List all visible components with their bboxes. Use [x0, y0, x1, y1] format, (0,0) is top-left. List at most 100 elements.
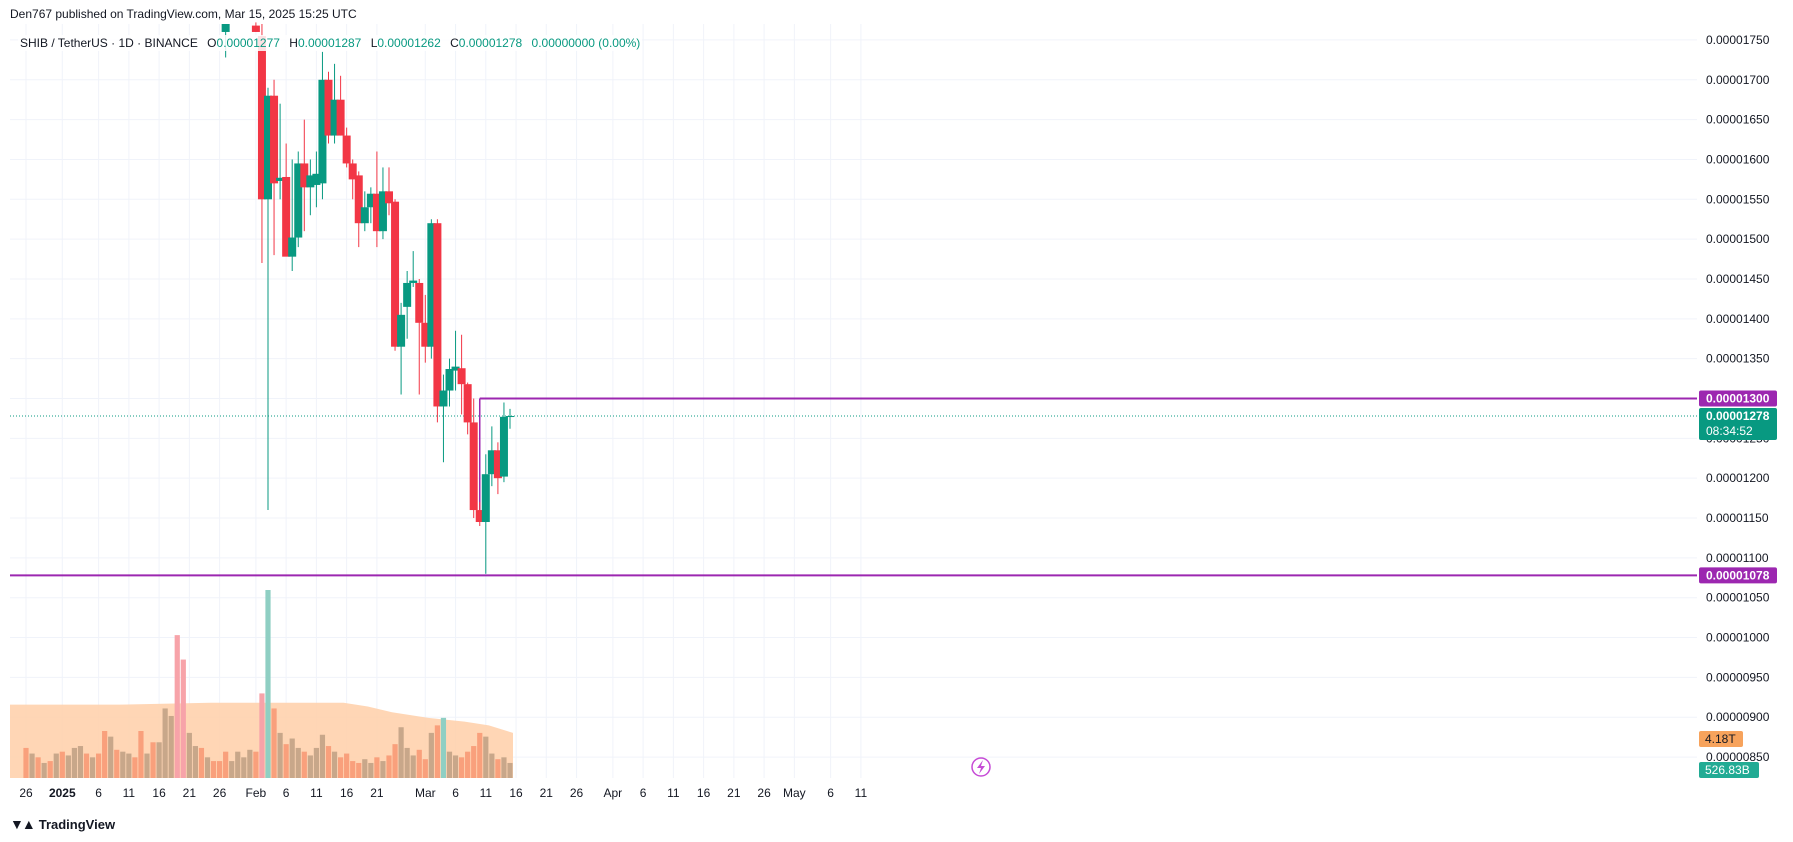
candle-body[interactable]	[270, 95, 279, 184]
candle-body[interactable]	[421, 322, 430, 347]
volume-bar	[331, 751, 338, 778]
candle-body[interactable]	[324, 79, 333, 136]
candle-body[interactable]	[391, 201, 400, 347]
candle-body[interactable]	[385, 191, 393, 204]
volume-bar	[120, 751, 126, 778]
candle-body[interactable]	[481, 474, 490, 523]
candle-body[interactable]	[378, 191, 387, 232]
candle-body[interactable]	[463, 384, 472, 423]
volume-bar	[495, 759, 501, 778]
volume-bar	[301, 751, 307, 778]
replay-lightning-glyph	[977, 760, 985, 774]
candle-body[interactable]	[403, 282, 412, 307]
x-axis-tick-label: 6	[827, 786, 834, 800]
candle-body[interactable]	[276, 177, 285, 181]
legend-symbol[interactable]: SHIB / TetherUS · 1D · BINANCE	[20, 36, 198, 50]
candle-body[interactable]	[372, 193, 381, 232]
candle-body[interactable]	[415, 282, 424, 323]
x-axis-tick-label: Apr	[604, 786, 623, 800]
candle-body[interactable]	[499, 416, 508, 477]
candle-body[interactable]	[457, 368, 466, 385]
volume-bar	[192, 746, 198, 778]
volume-value-label: 4.18T	[1705, 732, 1736, 746]
volume-bar	[96, 753, 102, 778]
y-axis-tick-label: 0.00001500	[1706, 232, 1770, 246]
candle-body[interactable]	[475, 510, 484, 523]
candle-body[interactable]	[348, 163, 357, 180]
volume-value-badge	[1699, 731, 1743, 747]
volume-bar	[356, 762, 362, 778]
candle-body[interactable]	[221, 24, 230, 32]
candle-body[interactable]	[487, 450, 496, 475]
volume-bar	[489, 753, 495, 778]
candle-body[interactable]	[366, 193, 375, 208]
current-price-badge	[1699, 408, 1777, 441]
candle-body[interactable]	[409, 280, 418, 283]
candle-body[interactable]	[397, 314, 406, 347]
candle-body[interactable]	[433, 223, 442, 407]
legend-high-label: H	[289, 36, 298, 50]
volume-bar	[235, 751, 241, 778]
candle-body[interactable]	[318, 79, 327, 184]
candle-body[interactable]	[330, 99, 339, 136]
candle-body[interactable]	[282, 176, 291, 257]
tradingview-logo[interactable]: ▼▲ TradingView	[10, 816, 115, 832]
candle-body[interactable]	[306, 175, 315, 188]
candle-body[interactable]	[294, 163, 303, 238]
candle-body[interactable]	[251, 25, 260, 32]
volume-bar	[126, 753, 132, 778]
x-axis-tick-label: 16	[152, 786, 166, 800]
tradingview-brand: TradingView	[38, 816, 116, 832]
volume-bar	[380, 761, 386, 778]
candle-body[interactable]	[288, 237, 297, 257]
volume-bar	[325, 746, 332, 778]
volume-bar	[501, 757, 507, 778]
candle-body[interactable]	[469, 422, 478, 511]
y-axis-tick-label: 0.00001050	[1706, 591, 1770, 605]
volume-bar	[307, 755, 313, 778]
candle-body[interactable]	[506, 416, 514, 418]
bar-countdown-label: 08:34:52	[1706, 424, 1753, 438]
candle-body[interactable]	[360, 207, 369, 224]
x-axis-tick-label: 11	[667, 786, 680, 800]
x-axis-tick-label: 11	[310, 786, 323, 800]
legend-high: 0.00001287	[297, 36, 362, 50]
level-price-label: 0.00001078	[1706, 568, 1770, 582]
x-axis-tick-label: 21	[183, 786, 197, 800]
x-axis-tick-label: 11	[855, 786, 868, 800]
volume-bar	[186, 732, 192, 778]
candle-body[interactable]	[312, 173, 321, 185]
candle-body[interactable]	[427, 223, 436, 347]
volume-bar	[114, 749, 120, 778]
candle-body[interactable]	[336, 99, 345, 136]
level-price-label: 0.00001300	[1706, 392, 1770, 406]
candle-body[interactable]	[264, 95, 272, 200]
candle-body[interactable]	[439, 390, 448, 407]
y-axis-tick-label: 0.00000950	[1706, 670, 1770, 684]
candle-body[interactable]	[300, 163, 309, 188]
candle-body[interactable]	[257, 35, 266, 200]
volume-bar	[289, 738, 295, 778]
x-axis-tick-label: Mar	[415, 786, 436, 800]
candle-body[interactable]	[445, 369, 454, 391]
volume-bar	[138, 731, 144, 778]
y-axis-tick-label: 0.00001100	[1706, 551, 1769, 565]
volume-bar	[446, 751, 453, 778]
level-price-badge	[1699, 390, 1777, 407]
candle-body[interactable]	[354, 175, 363, 224]
volume-bar	[368, 762, 374, 778]
volume-bar	[253, 751, 259, 778]
x-axis-tick-label: 11	[123, 786, 136, 800]
candle-body[interactable]	[342, 135, 351, 164]
y-axis-tick-label: 0.00001350	[1706, 352, 1770, 366]
y-axis-tick-label: 0.00001600	[1706, 152, 1770, 166]
volume-bar	[374, 757, 380, 778]
legend-change: 0.00000000 (0.00%)	[531, 36, 641, 50]
candle-body[interactable]	[493, 450, 502, 479]
volume-bar	[350, 761, 356, 778]
volume-bar	[507, 762, 513, 778]
volume-bar	[483, 736, 489, 778]
candle-body[interactable]	[451, 366, 460, 371]
volume-ma-badge	[1699, 762, 1759, 778]
